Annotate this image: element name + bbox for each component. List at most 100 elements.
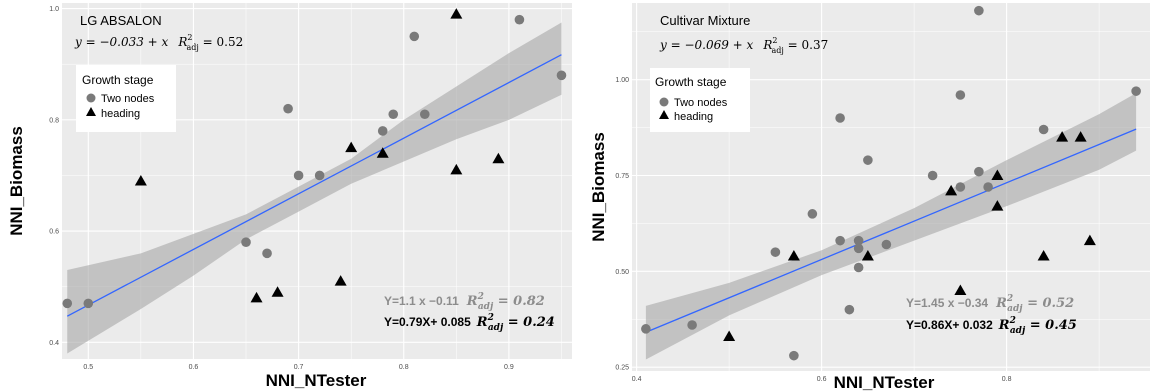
- y-tick-label: 1.0: [49, 6, 59, 13]
- legend-circle-icon: [659, 97, 669, 107]
- two-nodes-point: [1038, 124, 1049, 135]
- heading-point: [945, 184, 958, 196]
- two-nodes-point: [955, 90, 966, 100]
- two-nodes-point: [409, 31, 420, 42]
- two-nodes-point: [62, 298, 73, 309]
- fit-annotation-black: Y=0.86X+ 0.032 R2 adj = 0.45: [906, 316, 1077, 336]
- legend-triangle-icon: [659, 110, 669, 119]
- two-nodes-point: [789, 350, 799, 361]
- x-tick-label: 0.8: [399, 364, 409, 371]
- two-nodes-point: [807, 209, 818, 219]
- panel-title: Cultivar Mixture: [660, 13, 750, 28]
- legend-label-heading: heading: [674, 111, 713, 123]
- two-nodes-point: [687, 320, 697, 330]
- two-nodes-point: [419, 109, 430, 120]
- y-tick-label: 0.6: [49, 229, 59, 236]
- heading-point: [991, 200, 1004, 211]
- fit-annotation-black: Y=0.79X+ 0.085 R2 adj = 0.24: [384, 313, 555, 333]
- heading-point: [723, 330, 736, 341]
- two-nodes-point: [853, 243, 864, 254]
- confidence-band: [67, 22, 562, 354]
- x-tick-label: 0.6: [189, 364, 199, 371]
- two-nodes-point: [770, 247, 781, 257]
- heading-point: [861, 250, 874, 261]
- two-nodes-point: [835, 235, 845, 246]
- two-nodes-point: [262, 248, 272, 259]
- two-nodes-point: [853, 235, 864, 246]
- legend: Growth stage Two nodes heading: [76, 65, 176, 132]
- x-tick-label: 0.4: [632, 376, 642, 383]
- legend-label-two-nodes: Two nodes: [674, 97, 728, 109]
- tick-labels: 0.5 0.6 0.7 0.8 0.9 0.4 0.6 0.8 1.0: [49, 6, 514, 371]
- two-nodes-point: [241, 237, 251, 247]
- two-nodes-point: [844, 304, 855, 315]
- two-nodes-point: [83, 298, 94, 309]
- heading-point: [1074, 131, 1087, 142]
- x-tick-label: 0.5: [83, 364, 93, 371]
- confidence-band: [645, 93, 1137, 360]
- x-axis-title: NNI_NTester: [266, 371, 367, 390]
- y-tick-label: 0.50: [615, 269, 629, 276]
- x-tick-label: 0.7: [294, 364, 304, 371]
- top-equation: y = −0.033 + x R2 adj = 0.52: [74, 33, 243, 52]
- legend-label-heading: heading: [101, 108, 140, 120]
- regression-line: [645, 128, 1137, 333]
- two-nodes-point: [377, 126, 388, 136]
- fit-annotation-grey: Y=1.45 x −0.34 R2 adj = 0.52: [906, 294, 1074, 314]
- two-nodes-point: [983, 182, 993, 192]
- x-tick-label: 0.6: [817, 376, 827, 383]
- y-tick-label: 0.8: [49, 117, 59, 124]
- legend-label-two-nodes: Two nodes: [101, 93, 155, 105]
- x-tick-label: 0.9: [504, 364, 514, 371]
- heading-point: [1083, 234, 1096, 246]
- two-nodes-point: [881, 239, 892, 250]
- y-tick-label: 0.25: [615, 365, 629, 372]
- two-nodes-point: [641, 324, 651, 334]
- two-nodes-point: [927, 170, 938, 181]
- y-axis-title: NNI_Biomass: [589, 132, 608, 242]
- heading-point: [991, 169, 1004, 180]
- legend-triangle-icon: [86, 107, 96, 116]
- heading-point: [787, 250, 800, 261]
- two-nodes-point: [974, 166, 984, 177]
- heading-point: [1037, 250, 1050, 261]
- panel-title: LG ABSALON: [80, 13, 162, 28]
- heading-point: [250, 291, 263, 303]
- two-nodes-point: [388, 109, 399, 120]
- two-nodes-point: [853, 262, 864, 273]
- two-nodes-point: [955, 182, 966, 192]
- y-tick-label: 0.4: [49, 340, 59, 347]
- heading-point: [954, 284, 967, 295]
- legend: Growth stage Two nodes heading: [650, 68, 750, 132]
- two-nodes-point: [293, 170, 304, 181]
- heading-point: [271, 286, 284, 297]
- data-points: [641, 5, 1141, 361]
- two-nodes-point: [556, 70, 567, 81]
- heading-point: [450, 163, 463, 175]
- top-equation: y = −0.069 + x R2 adj = 0.37: [659, 36, 828, 55]
- heading-point: [376, 147, 389, 158]
- chart-lg-absalon: 0.5 0.6 0.7 0.8 0.9 0.4 0.6 0.8 1.0 LG ABSALON y…: [7, 3, 572, 390]
- two-nodes-point: [974, 5, 984, 16]
- two-nodes-point: [835, 113, 845, 123]
- heading-point: [134, 175, 147, 186]
- two-nodes-point: [514, 14, 525, 25]
- y-tick-label: 0.75: [615, 173, 629, 180]
- data-points: [62, 8, 567, 309]
- chart-cultivar-mixture: 0.4 0.6 0.8 0.25 0.50 0.75 1.00 Cultivar Mixtu…: [589, 3, 1150, 392]
- heading-point: [492, 152, 505, 164]
- two-nodes-point: [863, 155, 873, 165]
- regression-line: [66, 54, 562, 317]
- heading-point: [334, 275, 347, 286]
- heading-point: [450, 8, 463, 19]
- two-nodes-point: [314, 170, 325, 181]
- heading-point: [345, 141, 358, 153]
- fit-annotation-grey: Y=1.1 x −0.11 R2 adj = 0.82: [384, 292, 545, 312]
- x-axis-title: NNI_NTester: [834, 373, 935, 392]
- two-nodes-point: [283, 103, 293, 114]
- heading-point: [1056, 131, 1069, 142]
- legend-title: Growth stage: [655, 75, 727, 89]
- legend-circle-icon: [86, 93, 96, 103]
- x-tick-label: 0.8: [1002, 376, 1012, 383]
- y-axis-title: NNI_Biomass: [7, 126, 26, 236]
